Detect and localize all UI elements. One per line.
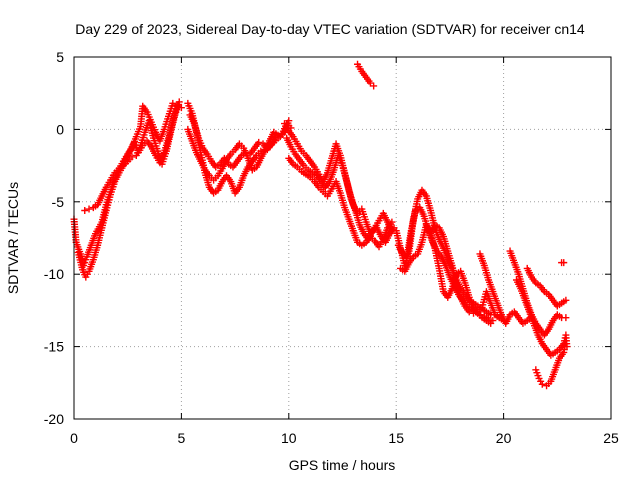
y-tick-label: -15 xyxy=(44,339,64,355)
x-tick-label: 5 xyxy=(178,430,186,446)
series-track-3 xyxy=(81,99,181,214)
data-point xyxy=(538,380,546,388)
series-track-13 xyxy=(396,221,495,327)
x-axis-ticks: 0 5 10 15 20 25 xyxy=(70,57,619,446)
y-axis-ticks: -20 -15 -10 -5 0 5 xyxy=(44,49,611,427)
grid xyxy=(74,57,611,419)
series-track-14 xyxy=(427,221,503,322)
series-track-19 xyxy=(532,337,570,390)
series-track-9 xyxy=(285,154,396,251)
data-point xyxy=(560,259,568,267)
x-tick-label: 0 xyxy=(70,430,78,446)
x-tick-label: 15 xyxy=(388,430,404,446)
x-tick-label: 10 xyxy=(281,430,297,446)
y-axis-label: SDTVAR / TECUs xyxy=(5,182,21,294)
data-point xyxy=(562,296,570,304)
data-point xyxy=(465,308,473,316)
series-track-6 xyxy=(184,125,282,184)
series-track-18 xyxy=(523,264,570,310)
data-point xyxy=(470,309,478,317)
y-tick-label: -20 xyxy=(44,411,64,427)
data-point xyxy=(562,337,570,345)
data-point xyxy=(169,99,177,107)
data-point xyxy=(285,117,293,125)
series-track-7 xyxy=(281,120,396,238)
series-track-15 xyxy=(476,250,536,327)
data-points xyxy=(70,60,571,390)
data-point xyxy=(81,206,89,214)
data-point xyxy=(562,314,570,322)
series-track-10 xyxy=(354,60,378,90)
series-track-16 xyxy=(506,247,570,339)
y-tick-label: 0 xyxy=(56,121,64,137)
plot-frame xyxy=(73,56,612,420)
y-tick-label: -5 xyxy=(52,194,65,210)
series-track-20 xyxy=(558,259,568,267)
data-point xyxy=(255,138,263,146)
data-point xyxy=(85,205,93,213)
data-point xyxy=(487,319,495,327)
y-tick-label: 5 xyxy=(56,49,64,65)
x-tick-label: 20 xyxy=(496,430,512,446)
series-track-1 xyxy=(70,102,185,270)
x-axis-label: GPS time / hours xyxy=(289,457,396,473)
data-point xyxy=(370,82,378,90)
x-tick-label: 25 xyxy=(603,430,619,446)
data-point xyxy=(274,131,282,139)
data-point xyxy=(388,218,396,226)
chart-title: Day 229 of 2023, Sidereal Day-to-day VTE… xyxy=(75,21,585,37)
y-tick-label: -10 xyxy=(44,266,64,282)
data-point xyxy=(173,101,181,109)
